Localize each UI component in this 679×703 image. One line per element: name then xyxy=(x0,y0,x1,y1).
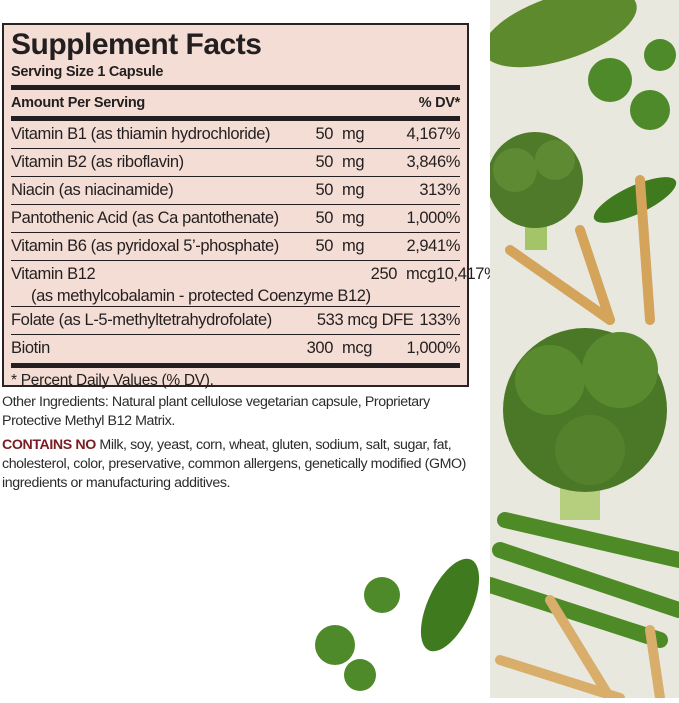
header-dv: % DV* xyxy=(418,95,461,111)
divider xyxy=(11,363,460,368)
nutrient-name: Folate (as L-5-methyltetrahydrofolate) xyxy=(11,311,272,329)
table-row: Pantothenic Acid (as Ca pantothenate) 50 m… xyxy=(11,205,460,233)
panel-title: Supplement Facts xyxy=(11,28,262,61)
amount: 50 xyxy=(315,237,333,255)
cilantro-icon xyxy=(315,577,400,691)
unit: mg xyxy=(342,153,365,171)
daily-value: 3,846% xyxy=(406,153,460,171)
contains-no-text: Milk, soy, yeast, corn, wheat, gluten, s… xyxy=(2,437,466,491)
other-ingredients: Other Ingredients: Natural plant cellulo… xyxy=(2,394,430,429)
amount: 50 xyxy=(315,125,333,143)
daily-value: 1,000% xyxy=(406,209,460,227)
header-amount: Amount Per Serving xyxy=(11,95,145,111)
daily-value: 313% xyxy=(419,181,460,199)
divider xyxy=(11,116,460,121)
table-header: Amount Per Serving % DV* xyxy=(11,90,460,116)
daily-value: 4,167% xyxy=(406,125,460,143)
broccoli-icon xyxy=(503,328,667,520)
nutrient-name: Pantothenic Acid (as Ca pantothenate) xyxy=(11,209,279,227)
pepper-cilantro-illustration xyxy=(315,558,480,691)
unit: mg xyxy=(342,237,365,255)
pepper-icon xyxy=(420,558,480,652)
daily-value: 133% xyxy=(419,311,460,329)
green-beans-icon xyxy=(482,512,679,648)
table-row: Niacin (as niacinamide) 50 mg 313% xyxy=(11,177,460,205)
nutrient-name: Niacin (as niacinamide) xyxy=(11,181,174,199)
serving-size: Serving Size 1 Capsule xyxy=(11,64,164,80)
amount: 533 mcg DFE xyxy=(316,311,414,329)
divider xyxy=(11,85,460,90)
cucumber-icon xyxy=(483,0,637,68)
daily-value: 10,417% xyxy=(436,265,499,283)
unit: mg xyxy=(342,125,365,143)
amount: 50 xyxy=(315,153,333,171)
nutrient-name: Vitamin B2 (as riboflavin) xyxy=(11,153,184,171)
nutrient-source: (as methylcobalamin - protected Coenzyme… xyxy=(31,287,371,305)
broccoli-icon xyxy=(487,132,583,250)
pepper-icon xyxy=(593,177,677,223)
daily-value: 2,941% xyxy=(406,237,460,255)
nutrient-name-main: Vitamin B12 xyxy=(11,265,96,283)
contains-no-label: CONTAINS NO xyxy=(2,437,96,453)
daily-value: 1,000% xyxy=(406,339,460,357)
amount: 50 xyxy=(315,181,333,199)
unit: mcg xyxy=(342,339,372,357)
amount: 50 xyxy=(315,209,333,227)
nutrient-name: Biotin xyxy=(11,339,50,357)
nutrient-name: Vitamin B6 (as pyridoxal 5’-phosphate) xyxy=(11,237,279,255)
ingredients-section: Other Ingredients: Natural plant cellulo… xyxy=(2,393,477,498)
nutrient-name: Vitamin B1 (as thiamin hydrochloride) xyxy=(11,125,271,143)
table-row: Vitamin B12 (as methylcobalamin - protect… xyxy=(11,261,499,307)
unit: mg xyxy=(342,209,365,227)
footnote: * Percent Daily Values (% DV). xyxy=(11,372,214,389)
cilantro-icon xyxy=(588,39,676,130)
vegetables-image xyxy=(482,0,679,703)
unit: mcg xyxy=(406,265,436,283)
wheat-icon xyxy=(495,595,665,703)
table-row: Vitamin B6 (as pyridoxal 5’-phosphate) 50… xyxy=(11,233,460,261)
contains-no: CONTAINS NO Milk, soy, yeast, corn, whea… xyxy=(2,436,477,493)
unit: mg xyxy=(342,181,365,199)
vegetables-illustration xyxy=(482,0,679,703)
table-row: Vitamin B1 (as thiamin hydrochloride) 50 m… xyxy=(11,121,460,149)
supplement-facts-panel: Supplement Facts Serving Size 1 Capsule … xyxy=(2,23,499,389)
nutrient-name: Vitamin B12 (as methylcobalamin - protect… xyxy=(11,261,371,305)
wheat-icon xyxy=(505,175,655,325)
amount: 300 xyxy=(306,339,334,357)
table-row: Folate (as L-5-methyltetrahydrofolate) 53… xyxy=(11,307,460,335)
table-row: Biotin 300 mcg 1,000% xyxy=(11,335,460,363)
amount: 250 xyxy=(370,265,398,283)
table-row: Vitamin B2 (as riboflavin) 50 mg 3,846% xyxy=(11,149,460,177)
